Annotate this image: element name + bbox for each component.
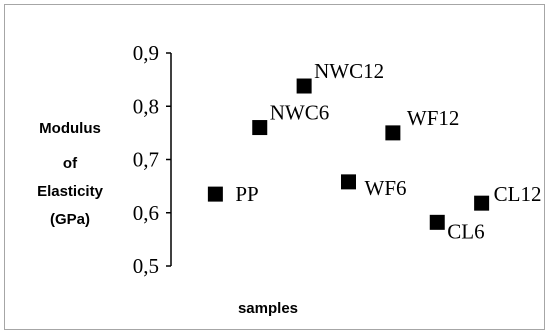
- scatter-chart: 0,5 0,6 0,7 0,8 0,9 Modulus of Elasticity (GPa)…: [37, 41, 542, 317]
- data-label-wf12: WF12: [407, 106, 460, 130]
- data-point-cl6: [429, 214, 445, 230]
- data-label-cl6: CL6: [447, 219, 484, 243]
- chart-frame: 0,5 0,6 0,7 0,8 0,9 Modulus of Elasticity (GPa)…: [4, 4, 545, 330]
- y-ticks: 0,5 0,6 0,7 0,8 0,9: [133, 41, 171, 278]
- data-point-cl12: [474, 195, 490, 211]
- x-axis-title: samples: [238, 300, 298, 317]
- data-point-nwc12: [296, 78, 312, 94]
- y-axis-title-line: Modulus: [39, 120, 101, 137]
- data-label-nwc6: NWC6: [270, 101, 330, 125]
- y-axis-title: Modulus of Elasticity (GPa): [37, 120, 104, 228]
- data-label-wf6: WF6: [365, 176, 407, 200]
- y-tick-label: 0,8: [133, 94, 159, 118]
- y-tick-label: 0,7: [133, 148, 159, 172]
- y-tick-label: 0,6: [133, 201, 159, 225]
- y-axis-title-line: of: [63, 155, 78, 172]
- data-label-pp: PP: [235, 182, 258, 206]
- data-point-pp: [207, 186, 223, 202]
- data-point-wf6: [341, 174, 356, 190]
- data-label-nwc12: NWC12: [314, 59, 384, 83]
- y-tick-label: 0,9: [133, 41, 159, 65]
- y-axis-title-line: (GPa): [50, 211, 90, 228]
- data-point-wf12: [385, 125, 401, 141]
- data-point-nwc6: [252, 120, 268, 136]
- data-label-cl12: CL12: [494, 182, 542, 206]
- data-points: PP NWC6 NWC12 WF6 WF12 CL6 CL12: [207, 59, 542, 243]
- y-axis-title-line: Elasticity: [37, 183, 104, 200]
- y-tick-label: 0,5: [133, 254, 159, 278]
